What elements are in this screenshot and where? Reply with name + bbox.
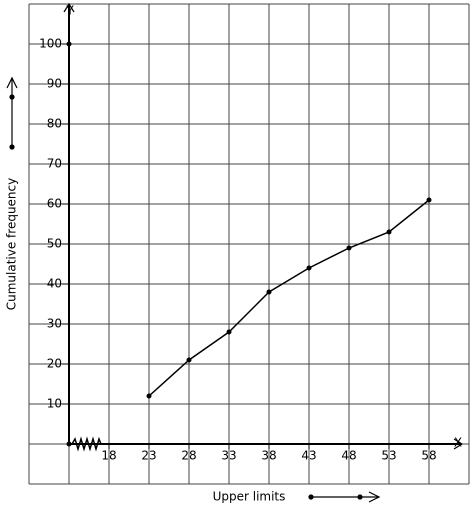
y-tick-label: 10 [47, 397, 62, 411]
y-tick-label: 20 [47, 357, 62, 371]
x-tick-label: 18 [101, 449, 116, 463]
x-tick-label: 33 [221, 449, 236, 463]
x-axis-letter: X [454, 436, 462, 450]
y-tick-label: 70 [47, 157, 62, 171]
y-tick-label: 30 [47, 317, 62, 331]
y-tick-label: 60 [47, 197, 62, 211]
x-tick-label: 38 [261, 449, 276, 463]
y-axis-label: Cumulative frequency [5, 178, 19, 311]
y-tick-label: 90 [47, 77, 62, 91]
data-point [146, 393, 152, 399]
y-tick-label: 80 [47, 117, 62, 131]
x-tick-label: 28 [181, 449, 196, 463]
data-point [306, 265, 312, 271]
decorative-arrows [6, 2, 464, 503]
x-tick-label: 48 [341, 449, 356, 463]
x-tick-label: 23 [141, 449, 156, 463]
data-point [266, 289, 272, 295]
y-tick-label: 100 [39, 37, 62, 51]
data-point [426, 197, 432, 203]
data-line [148, 199, 430, 397]
y-tick-label: 40 [47, 277, 62, 291]
data-point [186, 357, 192, 363]
x-tick-label: 53 [381, 449, 396, 463]
origin-dot [66, 441, 72, 447]
axis-dot [66, 41, 72, 47]
data-point [226, 329, 232, 335]
data-point [386, 229, 392, 235]
x-axis-label: Upper limits [213, 490, 286, 504]
y-tick-label: 50 [47, 237, 62, 251]
graph-paper [28, 3, 470, 485]
data-point [346, 245, 352, 251]
x-tick-label: 58 [421, 449, 436, 463]
x-tick-label: 43 [301, 449, 316, 463]
